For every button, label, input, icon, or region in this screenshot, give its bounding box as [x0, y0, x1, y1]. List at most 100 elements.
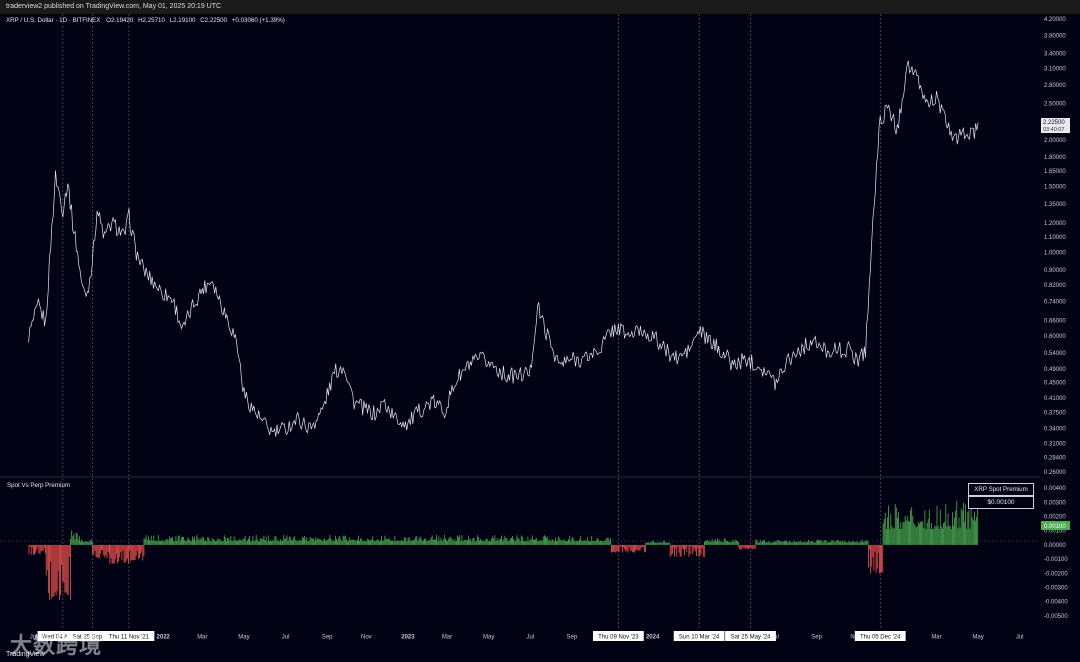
premium-bar-positive	[733, 542, 735, 545]
premium-bar-positive	[867, 541, 869, 545]
premium-bar-positive	[328, 538, 330, 545]
premium-bar-negative	[615, 544, 617, 553]
premium-bar-positive	[236, 540, 237, 545]
time-tick-label: Mar	[442, 635, 452, 641]
premium-bar-positive	[86, 541, 88, 545]
premium-bar-positive	[155, 540, 157, 545]
premium-bar-positive	[219, 538, 221, 545]
premium-bar-positive	[486, 539, 488, 545]
premium-bar-positive	[533, 539, 534, 545]
premium-bar-negative	[873, 544, 875, 571]
premium-bar-positive	[862, 539, 863, 545]
premium-bar-positive	[926, 522, 928, 545]
premium-bar-positive	[80, 542, 81, 545]
date-marker-box	[37, 631, 89, 641]
premium-bar-negative	[31, 544, 33, 548]
premium-bar-positive	[932, 529, 933, 545]
premium-bar-negative	[63, 544, 65, 583]
premium-bar-negative	[872, 544, 874, 558]
premium-bar-positive	[832, 540, 834, 545]
premium-bar-positive	[234, 540, 236, 545]
premium-bar-negative	[51, 544, 53, 599]
premium-bar-positive	[385, 538, 387, 545]
premium-bar-positive	[319, 539, 321, 545]
premium-bar-positive	[413, 540, 414, 545]
premium-bar-positive	[306, 537, 308, 545]
premium-bar-positive	[954, 517, 955, 545]
premium-bar-positive	[427, 540, 429, 545]
premium-bar-positive	[720, 542, 722, 545]
premium-bar-negative	[672, 544, 673, 554]
legend-change: +0.03060 (+1.39%)	[232, 17, 285, 24]
premium-bar-negative	[108, 544, 110, 554]
price-tag-value: 2.22500	[1043, 120, 1065, 126]
premium-bar-positive	[937, 525, 939, 545]
premium-bar-positive	[92, 542, 93, 545]
premium-bar-positive	[84, 541, 86, 545]
premium-bar-positive	[240, 540, 242, 545]
premium-bar-positive	[727, 540, 728, 545]
premium-bar-positive	[842, 540, 844, 545]
premium-bar-positive	[857, 542, 859, 545]
premium-bar-positive	[325, 541, 326, 545]
price-tick-label: 0.82000	[1044, 283, 1066, 289]
premium-bar-negative	[134, 544, 136, 560]
price-tick-label: 0.66000	[1044, 318, 1066, 324]
premium-bar-positive	[829, 542, 830, 545]
premium-bar-negative	[95, 544, 97, 557]
time-tick-label: May	[483, 635, 494, 641]
premium-bar-positive	[338, 537, 340, 545]
premium-bar-positive	[769, 542, 771, 545]
premium-bar-negative	[104, 544, 106, 558]
premium-bar-positive	[595, 540, 597, 545]
premium-bar-negative	[753, 544, 755, 548]
premium-bar-positive	[514, 541, 516, 545]
premium-bar-positive	[366, 538, 368, 545]
premium-bar-positive	[774, 541, 775, 545]
premium-bar-positive	[187, 537, 189, 545]
date-marker-box	[103, 631, 155, 641]
premium-bar-positive	[596, 537, 598, 545]
premium-bar-negative	[42, 544, 44, 551]
premium-bar-positive	[342, 535, 344, 545]
premium-bar-positive	[781, 541, 783, 545]
premium-bar-positive	[797, 542, 798, 545]
premium-bar-positive	[242, 538, 244, 545]
premium-bar-negative	[34, 544, 35, 555]
premium-bar-positive	[547, 536, 549, 545]
premium-bar-negative	[29, 544, 31, 547]
premium-bar-positive	[501, 535, 502, 545]
premium-bar-positive	[170, 538, 171, 545]
premium-bar-positive	[734, 539, 736, 545]
premium-bar-positive	[549, 539, 551, 545]
premium-bar-positive	[407, 538, 409, 545]
premium-bar-positive	[968, 509, 970, 545]
legend-low: L2.19100	[170, 17, 196, 24]
premium-bar-positive	[807, 541, 808, 545]
tradingview-logo[interactable]: TradingView	[6, 651, 45, 658]
premium-bar-positive	[961, 510, 963, 545]
premium-bar-positive	[275, 536, 277, 545]
premium-bar-negative	[676, 544, 678, 557]
premium-bar-negative	[697, 544, 699, 549]
premium-bar-positive	[190, 541, 192, 545]
premium-readout-value: $0.00100	[968, 496, 1034, 509]
premium-bar-positive	[939, 509, 941, 545]
premium-bar-negative	[695, 544, 696, 552]
premium-bar-positive	[599, 541, 600, 545]
premium-bar-positive	[266, 541, 268, 545]
premium-bar-negative	[620, 544, 622, 548]
premium-bar-positive	[568, 539, 569, 545]
premium-bar-positive	[755, 539, 757, 545]
premium-bar-positive	[485, 538, 487, 545]
price-axis: 4.20000 3.80000 3.40000 3.10000 2.80000 2.500…	[1044, 17, 1066, 476]
premium-bar-negative	[138, 544, 139, 559]
premium-bar-positive	[357, 539, 358, 545]
premium-bar-positive	[152, 540, 154, 545]
premium-bar-positive	[269, 541, 270, 545]
premium-bar-positive	[550, 541, 552, 545]
date-marker-label: Sat 25 Sep '21	[73, 635, 113, 641]
time-tick-label: May	[972, 635, 983, 641]
premium-bar-negative	[877, 544, 879, 553]
